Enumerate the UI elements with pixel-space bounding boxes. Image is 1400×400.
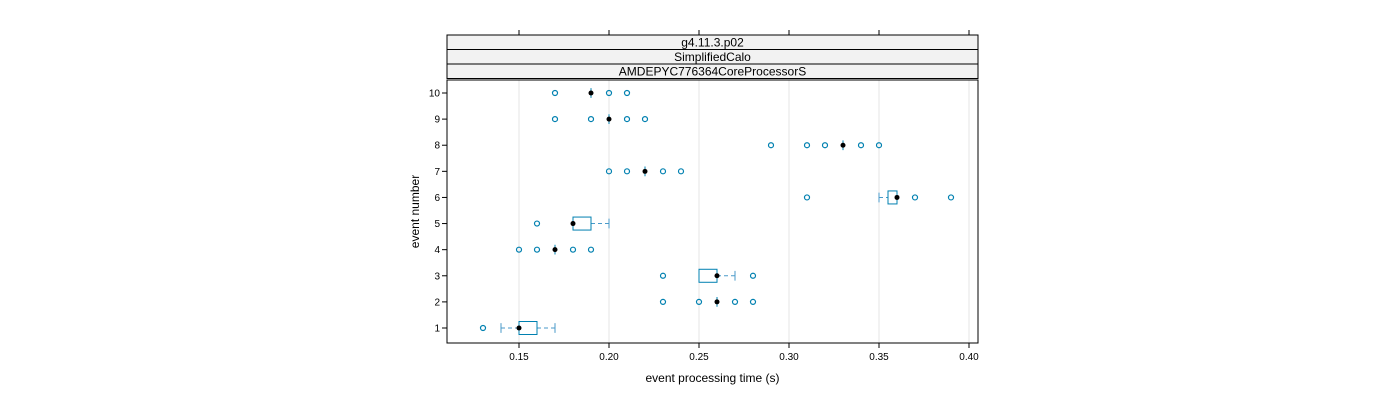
y-tick-label-8: 8: [434, 141, 440, 152]
x-tick-label-5: 0.40: [959, 352, 979, 363]
y-tick-label-7: 7: [434, 167, 440, 178]
outlier-9-0: [551, 116, 559, 123]
x-tick-label-3: 0.30: [779, 352, 799, 363]
median-5: [570, 221, 576, 227]
outlier-9-1: [587, 116, 595, 123]
outlier-8-0: [767, 142, 775, 149]
outlier-4-3: [587, 246, 595, 253]
outlier-7-2: [659, 168, 667, 175]
median-10: [588, 90, 594, 96]
outlier-6-2: [947, 194, 955, 201]
box-event-3: [659, 268, 757, 283]
outlier-10-1: [605, 89, 613, 97]
box-event-8: [767, 140, 883, 151]
outlier-7-3: [677, 168, 685, 175]
y-axis: 1 2 3 4 5 6 7 8 9 10: [429, 89, 447, 335]
y-tick-label-10: 10: [429, 89, 441, 100]
y-tick-label-6: 6: [434, 193, 440, 204]
panel-border: [446, 79, 979, 344]
strip-label-0: g4.11.3.p02: [681, 36, 744, 50]
outlier-10-2: [623, 89, 631, 97]
y-tick-label-1: 1: [434, 324, 440, 335]
y-tick-label-2: 2: [434, 297, 440, 308]
median-2: [714, 299, 720, 305]
outlier-1-0: [479, 324, 487, 332]
y-tick-label-5: 5: [434, 219, 440, 230]
box-event-10: [551, 88, 631, 98]
outlier-5-0: [533, 220, 541, 227]
strip-label-2: AMDEPYC776364CoreProcessorS: [619, 65, 806, 79]
outlier-4-1: [533, 246, 541, 253]
box-iqr-3: [698, 268, 718, 283]
outlier-2-2: [731, 298, 739, 305]
box-iqr-1: [518, 321, 538, 335]
x-tick-label-2: 0.25: [689, 352, 709, 363]
box-event-1: [479, 321, 556, 335]
outlier-8-1: [803, 142, 811, 149]
median-8: [840, 142, 846, 148]
outlier-8-2: [821, 142, 829, 149]
strip-box-2: [446, 63, 979, 79]
outlier-7-0: [605, 168, 613, 175]
box-event-9: [551, 114, 649, 124]
outlier-6-0: [803, 194, 811, 201]
x-tick-label-0: 0.15: [509, 352, 529, 363]
box-event-5: [533, 216, 610, 231]
median-6: [894, 194, 900, 200]
outlier-3-1: [749, 272, 757, 279]
outlier-2-0: [659, 298, 667, 305]
x-tick-label-1: 0.20: [599, 352, 619, 363]
box-event-7: [605, 166, 685, 177]
outlier-7-1: [623, 168, 631, 175]
median-3: [714, 273, 720, 279]
box-event-2: [659, 297, 757, 307]
y-tick-label-9: 9: [434, 115, 440, 126]
median-4: [552, 247, 558, 253]
y-axis-label: event number: [408, 175, 422, 248]
strip-headers: g4.11.3.p02SimplifiedCaloAMDEPYC776364Co…: [446, 30, 979, 79]
outlier-6-1: [911, 194, 919, 201]
box-event-4: [515, 244, 595, 255]
outlier-3-0: [659, 272, 667, 279]
outlier-2-3: [749, 298, 757, 305]
outlier-4-0: [515, 246, 523, 253]
outlier-2-1: [695, 298, 703, 305]
outlier-9-2: [623, 116, 631, 123]
box-event-6: [803, 190, 955, 205]
box-series: [479, 88, 955, 335]
outlier-8-3: [857, 142, 865, 149]
median-7: [642, 168, 648, 174]
x-axis: 0.15 0.20 0.25 0.30 0.35 0.40: [509, 343, 979, 363]
outlier-10-0: [551, 89, 559, 97]
gridlines: [518, 80, 970, 343]
box-iqr-5: [572, 216, 592, 231]
median-1: [516, 325, 522, 331]
strip-label-1: SimplifiedCalo: [674, 50, 751, 64]
median-9: [606, 116, 612, 122]
outlier-8-4: [875, 142, 883, 149]
y-tick-label-4: 4: [434, 245, 440, 256]
outlier-9-3: [641, 116, 649, 123]
outlier-4-2: [569, 246, 577, 253]
y-tick-label-3: 3: [434, 271, 440, 282]
x-tick-label-4: 0.35: [869, 352, 889, 363]
x-axis-label: event processing time (s): [645, 371, 779, 385]
